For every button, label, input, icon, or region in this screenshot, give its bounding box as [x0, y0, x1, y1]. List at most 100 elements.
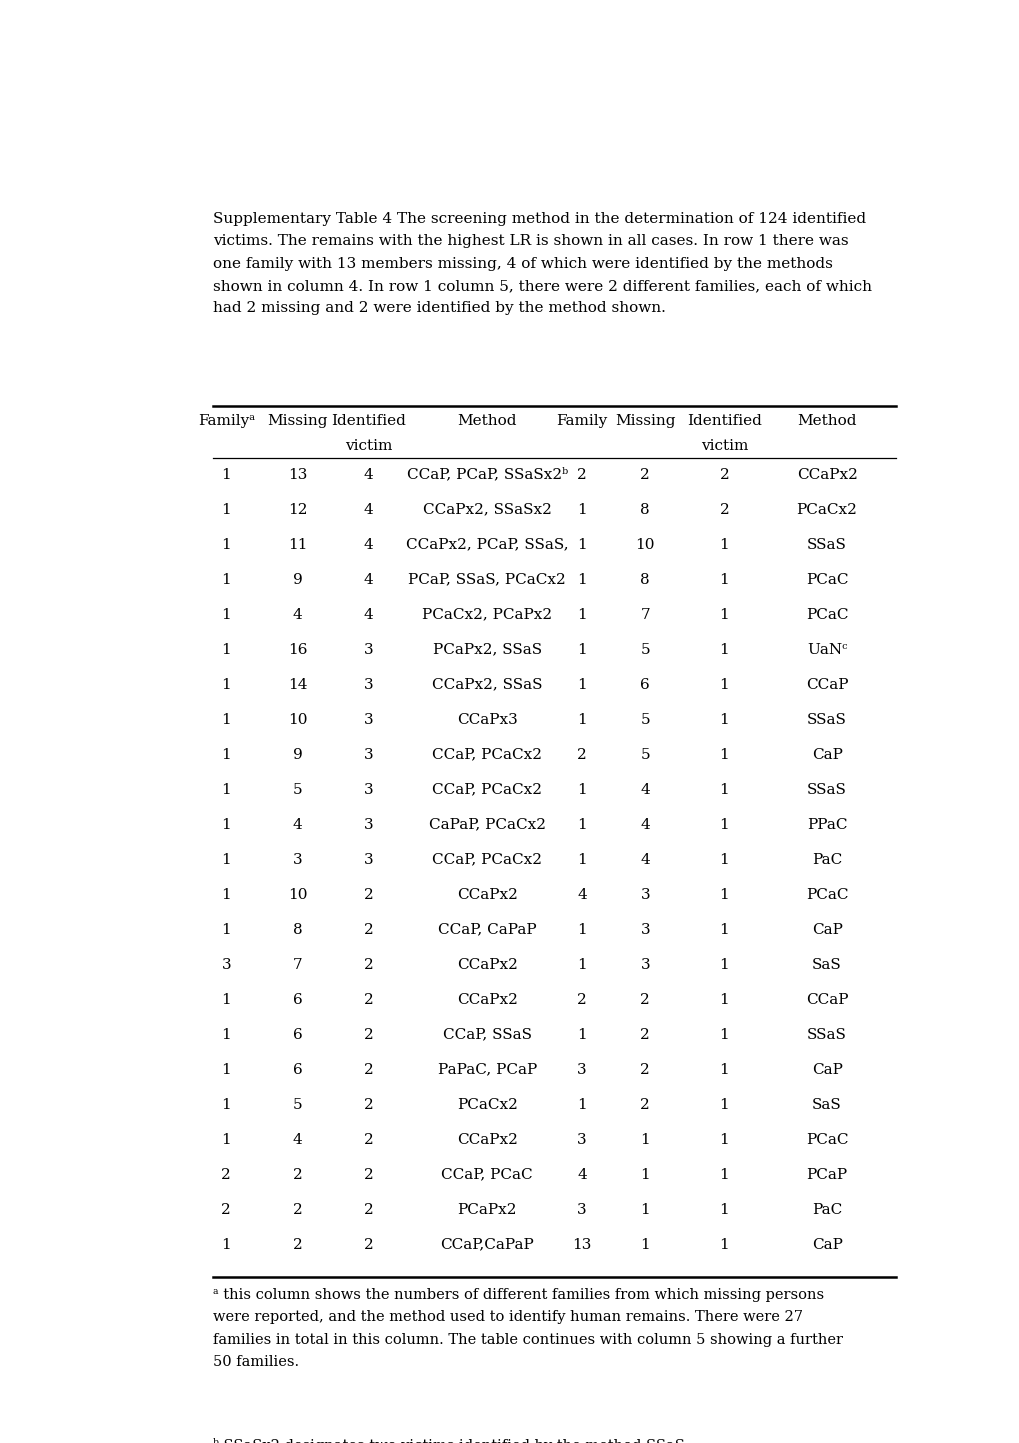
- Text: CCaPx2: CCaPx2: [457, 993, 517, 1007]
- Text: 1: 1: [577, 678, 586, 691]
- Text: 3: 3: [577, 1133, 586, 1147]
- Text: 1: 1: [718, 747, 729, 762]
- Text: 5: 5: [640, 642, 649, 657]
- Text: CCaPx2, PCaP, SSaS,: CCaPx2, PCaP, SSaS,: [406, 538, 568, 551]
- Text: Supplementary Table 4 The screening method in the determination of 124 identifie: Supplementary Table 4 The screening meth…: [213, 212, 871, 315]
- Text: 1: 1: [718, 1167, 729, 1182]
- Text: PaC: PaC: [811, 1202, 842, 1216]
- Text: 1: 1: [718, 1098, 729, 1111]
- Text: 1: 1: [640, 1238, 649, 1251]
- Text: CCaP,CaPaP: CCaP,CaPaP: [440, 1238, 534, 1251]
- Text: 3: 3: [364, 747, 373, 762]
- Text: CCaP: CCaP: [805, 678, 848, 691]
- Text: CaP: CaP: [811, 922, 842, 937]
- Text: CCaP, PCaP, SSaSx2ᵇ: CCaP, PCaP, SSaSx2ᵇ: [407, 468, 568, 482]
- Text: 7: 7: [640, 608, 649, 622]
- Text: Method: Method: [797, 414, 856, 429]
- Text: PCaC: PCaC: [805, 573, 848, 587]
- Text: CCaPx2, SSaSx2: CCaPx2, SSaSx2: [422, 502, 551, 517]
- Text: 6: 6: [292, 1027, 302, 1042]
- Text: 1: 1: [221, 887, 231, 902]
- Text: 8: 8: [640, 502, 649, 517]
- Text: 1: 1: [577, 958, 586, 971]
- Text: 4: 4: [292, 608, 302, 622]
- Text: CCaP, PCaCx2: CCaP, PCaCx2: [432, 782, 542, 797]
- Text: SSaS: SSaS: [806, 1027, 846, 1042]
- Text: 1: 1: [221, 502, 231, 517]
- Text: 13: 13: [572, 1238, 591, 1251]
- Text: 13: 13: [287, 468, 307, 482]
- Text: 1: 1: [577, 818, 586, 831]
- Text: 9: 9: [292, 747, 302, 762]
- Text: Missing: Missing: [614, 414, 675, 429]
- Text: CCaP, SSaS: CCaP, SSaS: [442, 1027, 531, 1042]
- Text: 1: 1: [640, 1133, 649, 1147]
- Text: PCaC: PCaC: [805, 1133, 848, 1147]
- Text: 4: 4: [577, 1167, 586, 1182]
- Text: ᵃ this column shows the numbers of different families from which missing persons: ᵃ this column shows the numbers of diffe…: [213, 1289, 842, 1369]
- Text: 1: 1: [718, 573, 729, 587]
- Text: 4: 4: [364, 538, 373, 551]
- Text: Method: Method: [457, 414, 517, 429]
- Text: ᵇ SSaSx2 designates two victims identified by the method SSaS.: ᵇ SSaSx2 designates two victims identifi…: [213, 1439, 688, 1443]
- Text: 3: 3: [640, 887, 649, 902]
- Text: 4: 4: [640, 818, 649, 831]
- Text: CCaPx3: CCaPx3: [457, 713, 517, 727]
- Text: victim: victim: [344, 440, 392, 453]
- Text: Missing: Missing: [267, 414, 327, 429]
- Text: 10: 10: [287, 887, 307, 902]
- Text: 10: 10: [635, 538, 654, 551]
- Text: 2: 2: [640, 468, 649, 482]
- Text: 1: 1: [718, 782, 729, 797]
- Text: 4: 4: [364, 573, 373, 587]
- Text: 1: 1: [577, 782, 586, 797]
- Text: 2: 2: [364, 1062, 373, 1076]
- Text: 1: 1: [718, 1238, 729, 1251]
- Text: SSaS: SSaS: [806, 713, 846, 727]
- Text: 2: 2: [364, 1098, 373, 1111]
- Text: 3: 3: [292, 853, 302, 867]
- Text: 3: 3: [364, 642, 373, 657]
- Text: PCaCx2: PCaCx2: [796, 502, 857, 517]
- Text: PCaC: PCaC: [805, 608, 848, 622]
- Text: 8: 8: [292, 922, 302, 937]
- Text: 1: 1: [718, 818, 729, 831]
- Text: 12: 12: [287, 502, 307, 517]
- Text: 3: 3: [640, 958, 649, 971]
- Text: 1: 1: [577, 642, 586, 657]
- Text: 2: 2: [364, 1133, 373, 1147]
- Text: Identified: Identified: [686, 414, 761, 429]
- Text: 2: 2: [640, 1098, 649, 1111]
- Text: 5: 5: [292, 1098, 302, 1111]
- Text: 3: 3: [577, 1202, 586, 1216]
- Text: 16: 16: [287, 642, 307, 657]
- Text: 1: 1: [718, 678, 729, 691]
- Text: 2: 2: [364, 1202, 373, 1216]
- Text: 1: 1: [221, 573, 231, 587]
- Text: 1: 1: [221, 642, 231, 657]
- Text: 4: 4: [364, 502, 373, 517]
- Text: 6: 6: [640, 678, 649, 691]
- Text: 1: 1: [718, 922, 729, 937]
- Text: 1: 1: [718, 608, 729, 622]
- Text: CCaP, PCaCx2: CCaP, PCaCx2: [432, 747, 542, 762]
- Text: 7: 7: [292, 958, 302, 971]
- Text: 2: 2: [221, 1167, 231, 1182]
- Text: PCaPx2: PCaPx2: [457, 1202, 517, 1216]
- Text: Familyᵃ: Familyᵃ: [198, 414, 255, 429]
- Text: 11: 11: [287, 538, 307, 551]
- Text: 1: 1: [221, 468, 231, 482]
- Text: 9: 9: [292, 573, 302, 587]
- Text: PCaPx2, SSaS: PCaPx2, SSaS: [432, 642, 541, 657]
- Text: 1: 1: [221, 1238, 231, 1251]
- Text: CCaPx2: CCaPx2: [457, 1133, 517, 1147]
- Text: 3: 3: [640, 922, 649, 937]
- Text: 1: 1: [221, 713, 231, 727]
- Text: CaP: CaP: [811, 747, 842, 762]
- Text: CCaP, PCaC: CCaP, PCaC: [441, 1167, 533, 1182]
- Text: 1: 1: [640, 1202, 649, 1216]
- Text: CaP: CaP: [811, 1062, 842, 1076]
- Text: 2: 2: [364, 887, 373, 902]
- Text: 1: 1: [640, 1167, 649, 1182]
- Text: 1: 1: [577, 1098, 586, 1111]
